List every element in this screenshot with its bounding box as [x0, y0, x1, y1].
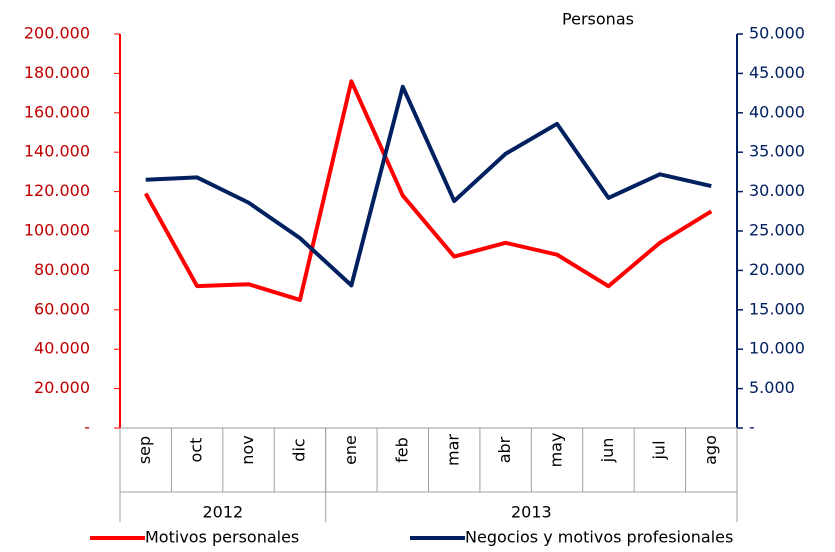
y-tick-label: 40.000 — [34, 339, 90, 358]
legend-label: Motivos personales — [145, 528, 299, 547]
y2-tick-label: 40.000 — [749, 102, 805, 121]
y-tick-label: 60.000 — [34, 299, 90, 318]
series-line — [143, 79, 713, 302]
y-tick-label: 100.000 — [24, 221, 90, 240]
chart-title: Personas — [562, 10, 634, 29]
y2-tick-label: 20.000 — [749, 260, 805, 279]
x-tick-label: oct — [187, 438, 206, 463]
y2-tick-label: 25.000 — [749, 221, 805, 240]
x-tick-label: mar — [444, 434, 463, 466]
x-tick-label: feb — [392, 437, 411, 463]
y-tick-label: 180.000 — [24, 63, 90, 82]
y-tick-label: - — [84, 418, 90, 437]
x-tick-label: jun — [598, 438, 617, 464]
x-tick-label: jul — [649, 440, 668, 460]
y2-tick-label: 35.000 — [749, 142, 805, 161]
y2-tick-label: 5.000 — [749, 378, 795, 397]
y-tick-label: 160.000 — [24, 102, 90, 121]
y-tick-label: 140.000 — [24, 142, 90, 161]
x-tick-label: ene — [341, 435, 360, 465]
y2-tick-label: 50.000 — [749, 24, 805, 43]
group-label: 2013 — [511, 503, 552, 522]
x-tick-label: nov — [238, 435, 257, 464]
x-tick-label: abr — [495, 436, 514, 463]
x-tick-label: dic — [289, 438, 308, 461]
y-tick-label: 80.000 — [34, 260, 90, 279]
x-tick-label: ago — [701, 435, 720, 465]
y2-tick-label: 45.000 — [749, 63, 805, 82]
y2-tick-label: 30.000 — [749, 181, 805, 200]
y-tick-label: 200.000 — [24, 24, 90, 43]
x-tick-label: sep — [135, 436, 154, 464]
legend-label: Negocios y motivos profesionales — [465, 528, 733, 547]
series-line — [145, 84, 712, 288]
group-label: 2012 — [202, 503, 243, 522]
x-tick-label: may — [547, 433, 566, 468]
y2-tick-label: 15.000 — [749, 299, 805, 318]
y-tick-label: 20.000 — [34, 378, 90, 397]
y2-tick-label: - — [749, 418, 755, 437]
y-tick-label: 120.000 — [24, 181, 90, 200]
y2-tick-label: 10.000 — [749, 339, 805, 358]
